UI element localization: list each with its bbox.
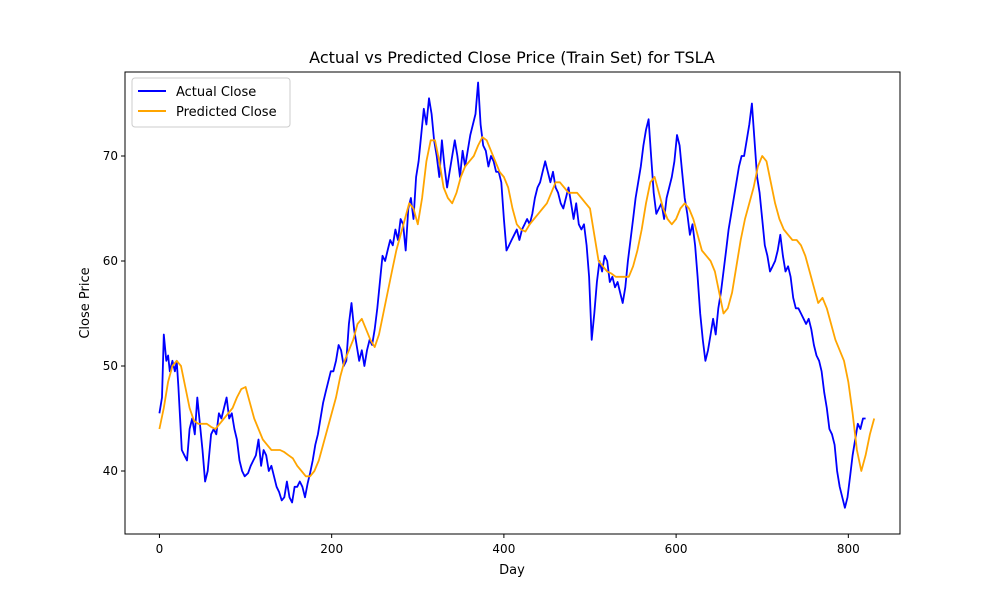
legend-label-actual: Actual Close — [176, 85, 256, 100]
legend-label-predicted: Predicted Close — [176, 105, 277, 120]
plot-area — [158, 81, 876, 509]
x-axis-label: Day — [499, 563, 525, 578]
y-axis-label: Close Price — [78, 267, 93, 338]
legend: Actual Close Predicted Close — [131, 77, 291, 128]
axes: 0 200 400 600 800 40 50 60 70 — [103, 71, 901, 556]
series-line-actual-close — [158, 81, 866, 509]
legend-box — [131, 77, 291, 128]
x-tick-label: 400 — [492, 542, 515, 556]
x-tick-label: 200 — [320, 542, 343, 556]
y-tick-label: 70 — [103, 149, 118, 163]
y-tick-label: 50 — [103, 359, 118, 373]
y-tick-label: 40 — [103, 464, 118, 478]
x-tick-label: 600 — [665, 542, 688, 556]
x-tick-label: 800 — [837, 542, 860, 556]
series-line-predicted-close — [158, 136, 876, 478]
axes-frame — [124, 71, 901, 535]
chart-title: Actual vs Predicted Close Price (Train S… — [309, 48, 715, 67]
x-tick-label: 0 — [156, 542, 164, 556]
y-tick-label: 60 — [103, 254, 118, 268]
